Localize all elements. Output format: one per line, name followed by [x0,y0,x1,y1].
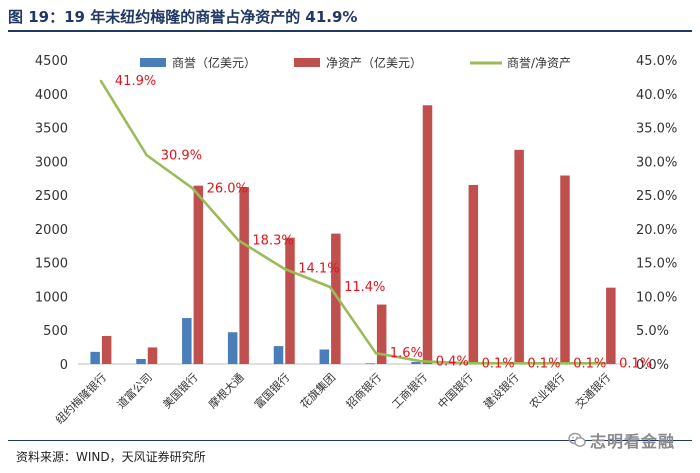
ratio-point [328,285,332,289]
y-right-tick-label: 0.0% [636,358,669,373]
ratio-data-label: 0.1% [527,356,560,371]
y-right-tick-label: 40.0% [636,88,677,103]
ratio-point [603,362,607,365]
category-label: 道富公司 [114,370,155,411]
source-rule [8,440,692,441]
goodwill-bar [365,363,375,364]
category-label: 建设银行 [481,370,522,411]
net-assets-bar [606,287,616,364]
goodwill-bar [273,346,284,364]
ratio-data-label: 11.4% [344,280,385,295]
y-right-tick-label: 25.0% [636,189,677,204]
title-rule [8,30,692,32]
category-label: 摩根大通 [206,370,247,411]
y-right-tick-label: 20.0% [636,223,677,238]
ratio-point [237,239,240,242]
legend-label-goodwill: 商誉（亿美元） [172,55,256,70]
legend-label-net-assets: 净资产（亿美元） [326,55,422,70]
wechat-icon [568,432,586,447]
y-right-tick-label: 10.0% [636,290,677,305]
watermark: 志明看金融 [568,428,675,452]
category-label: 纽约梅隆银行 [52,370,109,427]
y-right-tick-label: 5.0% [636,324,669,339]
net-assets-bar [147,347,158,364]
ratio-data-label: 0.4% [436,354,469,369]
ratio-data-label: 0.1% [482,356,515,371]
ratio-data-label: 0.1% [619,356,652,371]
ratio-line [99,80,606,365]
ratio-data-label: 41.9% [115,74,156,89]
net-assets-bar [514,149,524,364]
y-left-tick-label: 2500 [35,189,68,204]
y-right-tick-label: 35.0% [636,122,677,137]
y-right-tick-label: 15.0% [636,257,677,272]
goodwill-bar [411,361,421,364]
net-assets-bar [331,233,341,364]
ratio-point [512,362,515,365]
y-left-tick-label: 500 [43,324,68,339]
net-assets-bar [422,105,433,365]
source-note: 资料来源：WIND，天风证券研究所 [16,450,206,464]
watermark-text: 志明看金融 [590,432,676,451]
category-label: 交通银行 [572,370,613,411]
ratio-point [99,79,103,83]
category-label: 农业银行 [526,370,567,411]
ratio-point [374,351,378,355]
category-label: 美国银行 [160,370,201,411]
net-assets-bar [468,184,479,364]
net-assets-bar [285,237,295,364]
goodwill-bar [182,318,192,364]
ratio-data-label: 0.1% [573,356,606,371]
y-left-tick-label: 2000 [35,223,68,238]
category-label: 招商银行 [343,370,384,411]
y-right-tick-label: 45.0% [636,54,677,69]
category-label: 中国银行 [435,370,476,411]
legend-label-ratio: 商誉/净资产 [507,55,571,70]
goodwill-bar [227,332,238,364]
net-assets-bar [101,335,112,364]
y-left-tick-label: 1000 [35,290,68,305]
y-left-tick-label: 0 [60,358,68,373]
net-assets-bar [239,187,249,364]
category-label: 花旗集团 [297,370,338,411]
ratio-point [283,267,286,270]
category-label: 工商银行 [389,370,430,411]
y-left-tick-label: 1500 [35,257,68,272]
ratio-point [145,154,148,157]
ratio-data-label: 18.3% [252,233,293,248]
goodwill-bar [319,349,330,364]
legend-swatch-net-assets [294,58,320,67]
ratio-point [466,362,469,365]
y-right-tick-label: 30.0% [636,155,677,170]
ratio-point [558,362,561,365]
category-label: 富国银行 [251,370,292,411]
ratio-point [420,360,423,363]
y-left-tick-label: 3000 [35,155,68,170]
net-assets-bar [376,304,387,364]
goodwill-bar [90,351,100,364]
legend-swatch-goodwill [140,58,166,67]
ratio-point [191,187,194,190]
ratio-data-label: 14.1% [298,262,339,277]
y-left-tick-label: 4000 [35,88,68,103]
ratio-data-label: 26.0% [207,181,248,196]
y-left-tick-label: 4500 [35,54,68,69]
goodwill-bar [136,358,146,364]
figure-title: 图 19：19 年末纽约梅隆的商誉占净资产的 41.9% [8,8,358,26]
ratio-data-label: 30.9% [161,148,202,163]
net-assets-bar [560,175,570,364]
y-left-tick-label: 3500 [35,122,68,137]
net-assets-bar [193,185,204,364]
ratio-data-label: 1.6% [390,346,423,361]
